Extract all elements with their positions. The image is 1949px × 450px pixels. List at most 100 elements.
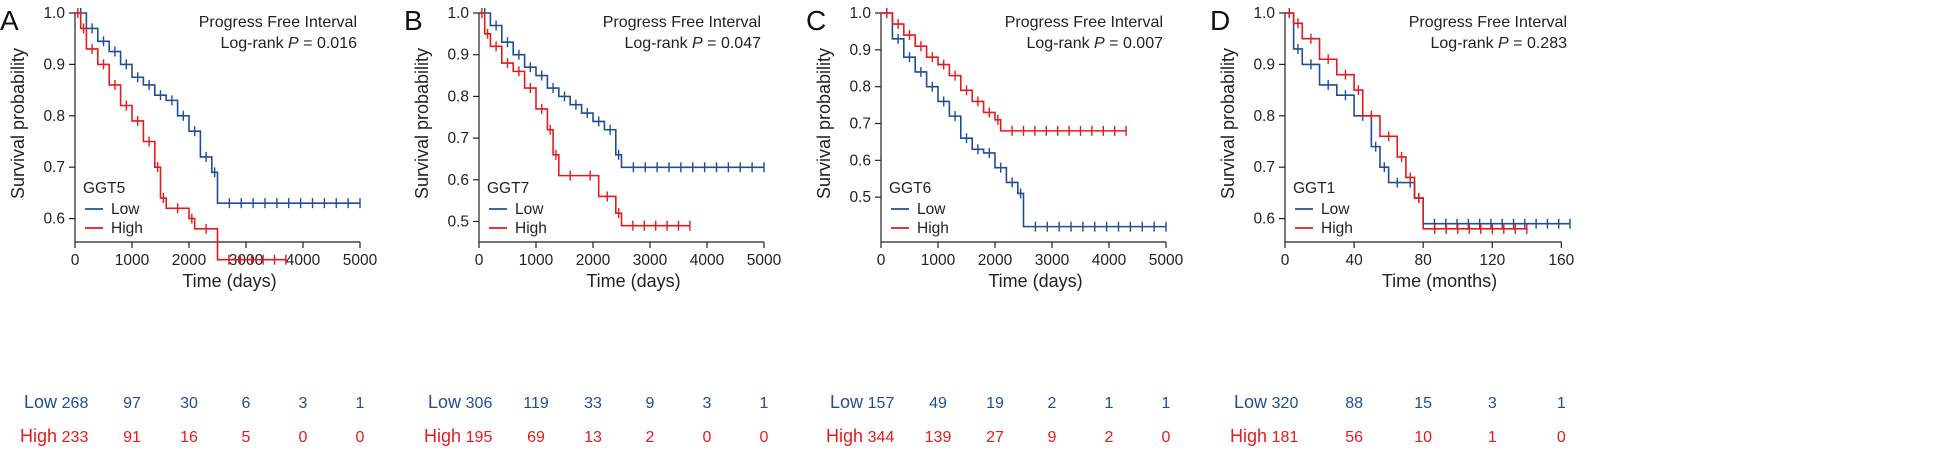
risk-count: 2	[646, 429, 655, 446]
x-axis-title: Time (days)	[182, 271, 276, 291]
legend-title: GGT7	[487, 180, 529, 197]
x-tick-label: 0	[1281, 252, 1290, 269]
y-tick-label: 1.0	[447, 5, 469, 22]
pvalue-prefix: Log-rank	[1430, 35, 1498, 52]
y-tick-label: 1.0	[849, 5, 871, 22]
legend-title: GGT6	[889, 180, 931, 197]
risk-count: 0	[1162, 429, 1171, 446]
pvalue-symbol: P	[288, 35, 299, 52]
risk-count: 139	[925, 429, 952, 446]
risk-count: 181	[1272, 429, 1299, 446]
risk-count: 233	[62, 429, 89, 446]
risk-count: 3	[703, 395, 712, 412]
pvalue-value: = 0.007	[1105, 35, 1163, 52]
x-tick-label: 1000	[519, 252, 554, 269]
x-tick-label: 4000	[690, 252, 725, 269]
x-tick-label: 80	[1415, 252, 1433, 269]
legend-label-high: High	[111, 220, 143, 237]
risk-count: 16	[180, 429, 198, 446]
risk-count: 49	[929, 395, 947, 412]
y-tick-label: 0.7	[849, 116, 871, 133]
panel-b: B 0.5 0.6 0.7 0.8 0.9 1.0 0 1000 2000 3000 4000 5000…	[404, 5, 782, 446]
pvalue-prefix: Log-rank	[220, 35, 288, 52]
risk-count: 91	[123, 429, 141, 446]
x-tick-label: 4000	[286, 252, 321, 269]
risk-count: 119	[523, 395, 549, 412]
risk-count: 9	[1048, 429, 1057, 446]
risk-count: 19	[986, 395, 1004, 412]
risk-row-label-low: Low	[428, 392, 462, 412]
risk-row-label-high: High	[1230, 426, 1267, 446]
y-tick-label: 0.6	[447, 172, 469, 189]
risk-row-label-low: Low	[1234, 392, 1268, 412]
survival-curve-high	[479, 12, 690, 227]
risk-count: 2	[1048, 395, 1057, 412]
risk-count: 320	[1272, 395, 1299, 412]
panel-a: A0.60.70.80.91.00 1000 2000 3000 4000 5000Tim…	[0, 5, 378, 446]
panel-letter: B	[404, 5, 423, 36]
x-tick-label: 3000	[633, 252, 668, 269]
x-tick-label: 3000	[1035, 252, 1070, 269]
x-tick-label: 2000	[576, 252, 611, 269]
risk-count: 9	[646, 395, 655, 412]
legend-title: GGT5	[83, 180, 125, 197]
legend-label-low: Low	[1321, 201, 1350, 218]
x-tick-label: 40	[1345, 252, 1363, 269]
risk-count: 268	[62, 395, 89, 412]
x-tick-label: 2000	[172, 252, 207, 269]
risk-count: 5	[242, 429, 251, 446]
risk-count: 0	[760, 429, 769, 446]
annotation-title: Progress Free Interval	[1409, 14, 1567, 31]
legend-title: GGT1	[1293, 180, 1335, 197]
panel-d: D 0.6 0.7 0.8 0.9 1.0 0 40 80 120 160 Time (months)…	[1210, 5, 1575, 446]
risk-row-label-low: Low	[24, 392, 58, 412]
risk-row-label-low: Low	[830, 392, 864, 412]
risk-count: 157	[868, 395, 895, 412]
annotation-pvalue: Log-rank P = 0.047	[624, 35, 761, 52]
risk-count: 0	[356, 429, 365, 446]
x-tick-label: 4000	[1092, 252, 1127, 269]
legend-label-low: Low	[917, 201, 946, 218]
y-tick-label: 1.0	[43, 5, 65, 22]
risk-count: 1	[1105, 395, 1114, 412]
risk-row-label-high: High	[424, 426, 461, 446]
risk-count: 3	[1488, 395, 1497, 412]
x-tick-label: 5000	[343, 252, 378, 269]
y-tick-label: 0.8	[447, 88, 469, 105]
y-tick-label: 0.9	[1253, 56, 1275, 73]
legend-label-low: Low	[515, 201, 544, 218]
y-axis-title: Survival probability	[1218, 48, 1238, 199]
risk-count: 69	[527, 429, 545, 446]
y-axis-title: Survival probability	[412, 48, 432, 199]
annotation-title: Progress Free Interval	[199, 14, 357, 31]
pvalue-symbol: P	[692, 35, 703, 52]
survival-curve-high	[1285, 12, 1527, 230]
risk-count: 88	[1345, 395, 1363, 412]
risk-count: 2	[1105, 429, 1114, 446]
risk-count: 1	[1488, 429, 1497, 446]
legend-label-high: High	[1321, 220, 1353, 237]
pvalue-value: = 0.283	[1509, 35, 1567, 52]
x-tick-label: 1000	[115, 252, 150, 269]
pvalue-value: = 0.047	[703, 35, 761, 52]
y-tick-label: 0.5	[447, 213, 469, 230]
risk-count: 13	[584, 429, 602, 446]
y-axis-title: Survival probability	[8, 48, 28, 199]
panel-c: C 0.5 0.6 0.7 0.8 0.9 1.0 0 1000 2000 3000 4000 5000…	[806, 5, 1184, 446]
x-axis-title: Time (months)	[1382, 271, 1497, 291]
risk-count: 306	[466, 395, 493, 412]
y-axis-title: Survival probability	[814, 48, 834, 199]
y-tick-label: 0.6	[1253, 211, 1275, 228]
x-tick-label: 0	[475, 252, 484, 269]
x-tick-label: 0	[877, 252, 886, 269]
y-tick-label: 1.0	[1253, 5, 1275, 22]
y-tick-label: 0.6	[43, 211, 65, 228]
y-tick-label: 0.8	[43, 108, 65, 125]
annotation-pvalue: Log-rank P = 0.016	[220, 35, 357, 52]
risk-count: 1	[1162, 395, 1171, 412]
risk-count: 1	[356, 395, 365, 412]
x-tick-label: 5000	[747, 252, 782, 269]
risk-count: 195	[466, 429, 493, 446]
risk-count: 27	[986, 429, 1004, 446]
